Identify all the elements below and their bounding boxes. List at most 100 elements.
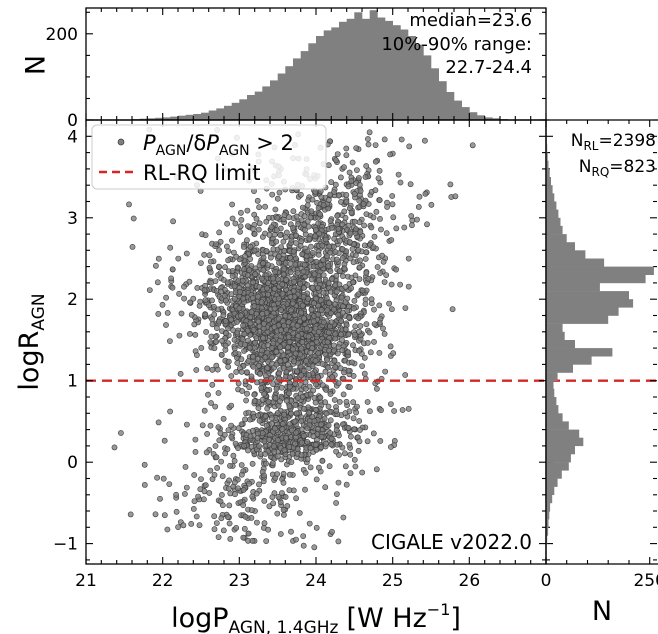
right-histogram-bar bbox=[546, 421, 569, 430]
scatter-point bbox=[299, 251, 305, 258]
scatter-point bbox=[346, 169, 353, 176]
scatter-point bbox=[274, 195, 281, 202]
scatter-point bbox=[313, 446, 320, 453]
scatter-point bbox=[308, 276, 315, 283]
scatter-point bbox=[183, 421, 190, 428]
scatter-point bbox=[364, 438, 371, 445]
scatter-point bbox=[268, 415, 275, 421]
scatter-point bbox=[329, 374, 336, 381]
scatter-point bbox=[219, 473, 226, 480]
scatter-point bbox=[274, 410, 281, 416]
top-histogram-bar bbox=[285, 66, 294, 120]
scatter-point bbox=[207, 258, 214, 265]
scatter-point bbox=[387, 401, 394, 407]
scatter-ylabel: logRAGN bbox=[14, 293, 49, 390]
scatter-point bbox=[402, 372, 409, 378]
scatter-point bbox=[220, 312, 227, 319]
scatter-point bbox=[175, 524, 181, 530]
scatter-point bbox=[288, 528, 294, 535]
top-histogram-bar bbox=[247, 95, 255, 120]
scatter-point bbox=[286, 443, 293, 450]
scatter-point bbox=[312, 406, 319, 413]
scatter-point bbox=[183, 250, 190, 257]
scatter-point bbox=[319, 457, 326, 464]
scatter-point bbox=[252, 339, 258, 346]
scatter-point bbox=[270, 443, 277, 450]
scatter-point bbox=[362, 174, 369, 180]
scatter-point bbox=[155, 310, 162, 317]
scatter-point bbox=[315, 311, 322, 318]
scatter-point bbox=[234, 264, 241, 271]
top-histogram-bar bbox=[308, 43, 317, 120]
scatter-point bbox=[197, 260, 204, 266]
scatter-point bbox=[279, 420, 286, 427]
scatter-point bbox=[357, 188, 364, 194]
scatter-point bbox=[141, 481, 148, 488]
scatter-point bbox=[365, 275, 372, 282]
scatter-point bbox=[353, 145, 360, 151]
right-histogram-bars bbox=[546, 128, 654, 544]
scatter-point bbox=[364, 399, 371, 405]
scatter-point bbox=[317, 394, 324, 401]
scatter-point bbox=[274, 437, 281, 443]
scatter-point bbox=[319, 382, 326, 388]
scatter-point bbox=[199, 422, 206, 429]
scatter-point bbox=[331, 306, 337, 313]
scatter-point bbox=[231, 479, 238, 486]
scatter-point bbox=[237, 223, 244, 230]
scatter-point bbox=[278, 244, 284, 250]
scatter-point bbox=[393, 225, 400, 232]
scatter-point bbox=[310, 387, 317, 394]
scatter-point bbox=[247, 243, 254, 250]
scatter-point bbox=[271, 285, 278, 292]
scatter-point bbox=[327, 268, 334, 274]
scatter-point bbox=[315, 464, 322, 471]
scatter-point bbox=[224, 514, 231, 520]
scatter-point bbox=[298, 426, 305, 433]
scatter-point bbox=[224, 279, 231, 286]
scatter-point bbox=[287, 260, 294, 267]
scatter-point bbox=[155, 419, 162, 426]
scatter-point bbox=[335, 380, 342, 387]
right-histogram-bar bbox=[546, 372, 558, 381]
scatter-point bbox=[346, 239, 353, 245]
scatter-point bbox=[198, 344, 205, 351]
scatter-point bbox=[274, 276, 281, 283]
scatter-point bbox=[245, 409, 252, 416]
scatter-point bbox=[219, 337, 225, 344]
scatter-point bbox=[178, 310, 185, 317]
scatter-point bbox=[252, 271, 259, 278]
scatter-point bbox=[215, 424, 222, 431]
scatter-point bbox=[298, 238, 305, 245]
top-histogram-bar bbox=[162, 117, 171, 120]
scatter-point bbox=[312, 399, 319, 406]
scatter-point bbox=[327, 391, 334, 397]
scatter-point bbox=[355, 291, 362, 298]
scatter-point bbox=[230, 452, 237, 459]
scatter-point bbox=[215, 390, 222, 396]
scatter-point bbox=[237, 228, 243, 235]
scatter-point bbox=[261, 497, 268, 504]
scatter-point bbox=[304, 218, 311, 225]
scatter-point bbox=[277, 232, 284, 238]
scatter-point bbox=[293, 429, 299, 436]
scatter-point bbox=[210, 303, 217, 310]
scatter-point bbox=[285, 319, 292, 326]
scatter-point bbox=[371, 306, 377, 313]
scatter-point bbox=[326, 463, 333, 470]
scatter-point bbox=[375, 175, 382, 182]
scatter-point bbox=[330, 342, 337, 349]
scatter-point bbox=[327, 191, 334, 198]
scatter-point bbox=[280, 352, 287, 358]
scatter-point bbox=[234, 319, 240, 325]
scatter-point bbox=[356, 438, 363, 445]
scatter-point bbox=[371, 321, 378, 327]
n-rq-annotation: NRQ=823 bbox=[579, 157, 656, 179]
scatter-point bbox=[129, 243, 136, 250]
scatter-point bbox=[225, 257, 231, 264]
scatter-point bbox=[217, 288, 224, 295]
scatter-point bbox=[376, 302, 383, 309]
scatter-point bbox=[274, 471, 280, 477]
scatter-point bbox=[247, 314, 254, 321]
